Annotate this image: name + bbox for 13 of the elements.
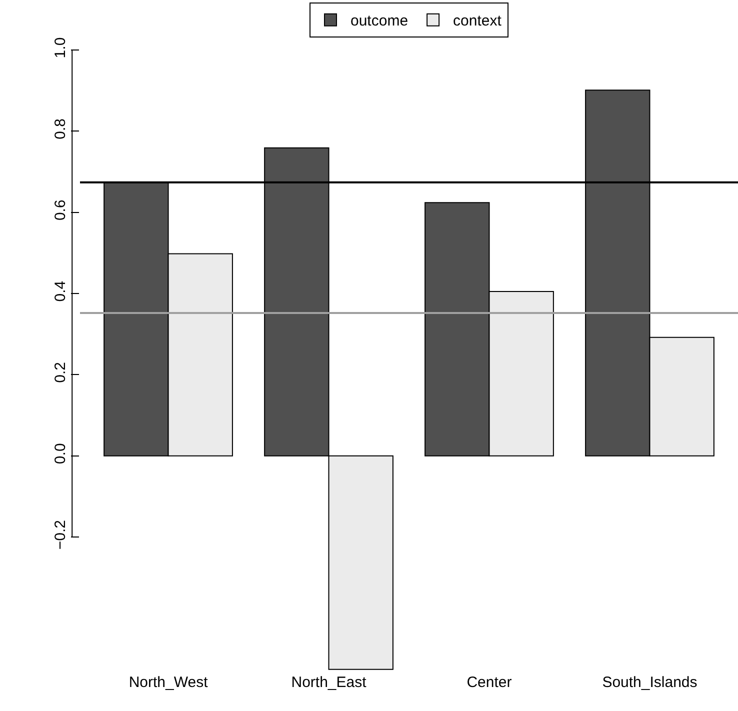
y-tick-label: 0.2	[52, 362, 69, 383]
legend-label: context	[453, 12, 502, 30]
x-tick-label: North_West	[128, 674, 209, 691]
y-tick-label: 0.8	[52, 118, 69, 140]
y-tick-label: 1.0	[52, 37, 69, 58]
y-tick-label: 0.4	[52, 280, 69, 302]
y-tick-label: −0.2	[52, 520, 69, 550]
x-tick-label: North_East	[291, 674, 368, 691]
y-tick-label: 0.6	[52, 200, 69, 221]
legend-label: outcome	[350, 12, 408, 30]
x-tick-label: Center	[466, 674, 512, 691]
y-tick-label: 0.0	[52, 443, 69, 464]
x-tick-label: South_Islands	[602, 674, 698, 691]
